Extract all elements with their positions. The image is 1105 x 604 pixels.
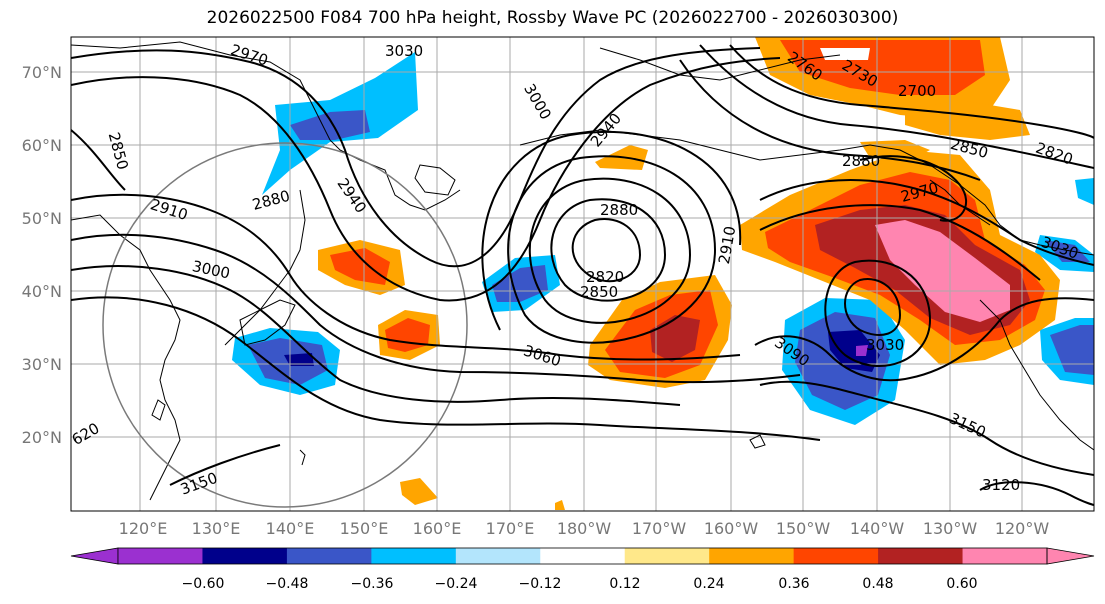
contour-line <box>754 297 1094 382</box>
map-panel: 2970 3030 3000 2940 2850 2880 2910 3000 … <box>71 37 1094 511</box>
colorbar-tick-label: −0.36 <box>351 576 394 592</box>
anomaly-patch <box>820 48 870 60</box>
lat-label: 30°N <box>22 355 62 374</box>
contour-line <box>481 130 742 331</box>
lon-label: 180°W <box>557 519 612 538</box>
lon-label: 160°E <box>413 519 462 538</box>
colorbar-segment <box>286 548 372 564</box>
lat-label: 50°N <box>22 209 62 228</box>
contour-line <box>71 265 681 406</box>
contour-line <box>71 57 781 302</box>
anomaly-patch <box>1045 240 1090 262</box>
lon-label: 170°W <box>632 519 687 538</box>
contour-line <box>729 44 1094 139</box>
contour-line <box>71 296 821 441</box>
anomaly-patch <box>1050 325 1094 375</box>
map-title: 2026022500 F084 700 hPa height, Rossby W… <box>206 8 899 28</box>
colorbar-tick-label: 0.12 <box>609 576 640 592</box>
lon-label: 120°E <box>119 519 168 538</box>
anomaly-fills <box>232 37 1094 510</box>
lon-label: 150°E <box>340 519 389 538</box>
map-frame <box>70 36 1095 512</box>
anomaly-patch <box>875 220 1010 322</box>
colorbar-right-extend <box>1046 547 1095 565</box>
colorbar-segment <box>962 548 1048 564</box>
anomaly-patch <box>905 100 1030 140</box>
contour-line <box>571 218 642 282</box>
colorbar-tick-label: −0.24 <box>435 576 478 592</box>
colorbar-segment <box>202 548 288 564</box>
contour-line <box>699 44 1094 169</box>
contour-label: 2880 <box>842 152 880 170</box>
contour-line <box>759 204 1041 281</box>
contour-label: 2850 <box>580 283 618 301</box>
colorbar-left-extend <box>70 547 119 565</box>
colorbar-tick-label: 0.48 <box>862 576 893 592</box>
anomaly-patch <box>1075 178 1094 205</box>
contour-line <box>759 179 1094 266</box>
lon-label: 140°E <box>266 519 315 538</box>
contour-line <box>169 444 281 486</box>
contour-line <box>844 278 902 336</box>
colorbar-tick-label: −0.60 <box>182 576 225 592</box>
contour-line <box>71 233 801 384</box>
lon-label: 150°W <box>776 519 831 538</box>
lon-label: 170°E <box>486 519 535 538</box>
colorbar-tick-labels: −0.60 −0.48 −0.36 −0.24 −0.12 0.12 0.24 … <box>182 576 978 592</box>
anomaly-patch <box>330 248 390 285</box>
colorbar-segment <box>624 548 710 564</box>
colorbar-tick-label: −0.48 <box>266 576 309 592</box>
contour-label: 3120 <box>982 476 1020 494</box>
lat-label: 20°N <box>22 428 62 447</box>
contour-line <box>550 198 667 302</box>
lon-label: 130°E <box>192 519 241 538</box>
anomaly-patch <box>828 330 880 372</box>
colorbar-tick-label: 0.24 <box>693 576 724 592</box>
contour-line <box>759 380 1094 476</box>
lon-label: 130°W <box>923 519 978 538</box>
contour-label: 2820 <box>586 268 624 286</box>
contour-line <box>71 193 741 361</box>
colorbar-frame <box>117 547 1048 565</box>
contour-label: 3030 <box>385 42 423 60</box>
lon-label: 120°W <box>995 519 1050 538</box>
reference-circle <box>102 142 468 508</box>
lat-label: 40°N <box>22 282 62 301</box>
latitude-labels: 70°N 60°N 50°N 40°N 30°N 20°N <box>22 63 62 447</box>
anomaly-patch <box>290 110 370 140</box>
contour-line <box>824 259 932 367</box>
colorbar: −0.60 −0.48 −0.36 −0.24 −0.12 0.12 0.24 … <box>70 547 1095 592</box>
contour-label: 3030 <box>866 336 904 354</box>
contour-line <box>859 155 967 222</box>
colorbar-tick-label: 0.60 <box>946 576 977 592</box>
colorbar-segments <box>118 548 1048 564</box>
lon-label: 160°W <box>704 519 759 538</box>
height-contours <box>71 44 1094 506</box>
longitude-labels: 120°E 130°E 140°E 150°E 160°E 170°E 180°… <box>119 519 1050 538</box>
colorbar-segment <box>118 548 203 564</box>
anomaly-patch <box>284 353 314 366</box>
contour-line <box>507 155 717 344</box>
colorbar-tick-label: 0.36 <box>778 576 809 592</box>
colorbar-segment <box>878 548 964 564</box>
lon-label: 140°W <box>850 519 905 538</box>
lat-label: 70°N <box>22 63 62 82</box>
colorbar-segment <box>709 548 795 564</box>
contour-line <box>71 129 126 191</box>
anomaly-patch <box>555 500 565 510</box>
anomaly-patch <box>856 345 868 356</box>
contour-line <box>528 177 692 324</box>
colorbar-tick-label: −0.12 <box>519 576 562 592</box>
lat-label: 60°N <box>22 136 62 155</box>
contour-line <box>71 47 761 268</box>
contour-label: 2700 <box>898 82 936 100</box>
colorbar-segment <box>793 548 879 564</box>
colorbar-segment <box>371 548 457 564</box>
colorbar-segment <box>455 548 541 564</box>
contour-label: 2880 <box>600 201 638 219</box>
contour-line <box>979 481 1094 506</box>
anomaly-patch <box>400 478 438 505</box>
colorbar-segment <box>540 548 626 564</box>
